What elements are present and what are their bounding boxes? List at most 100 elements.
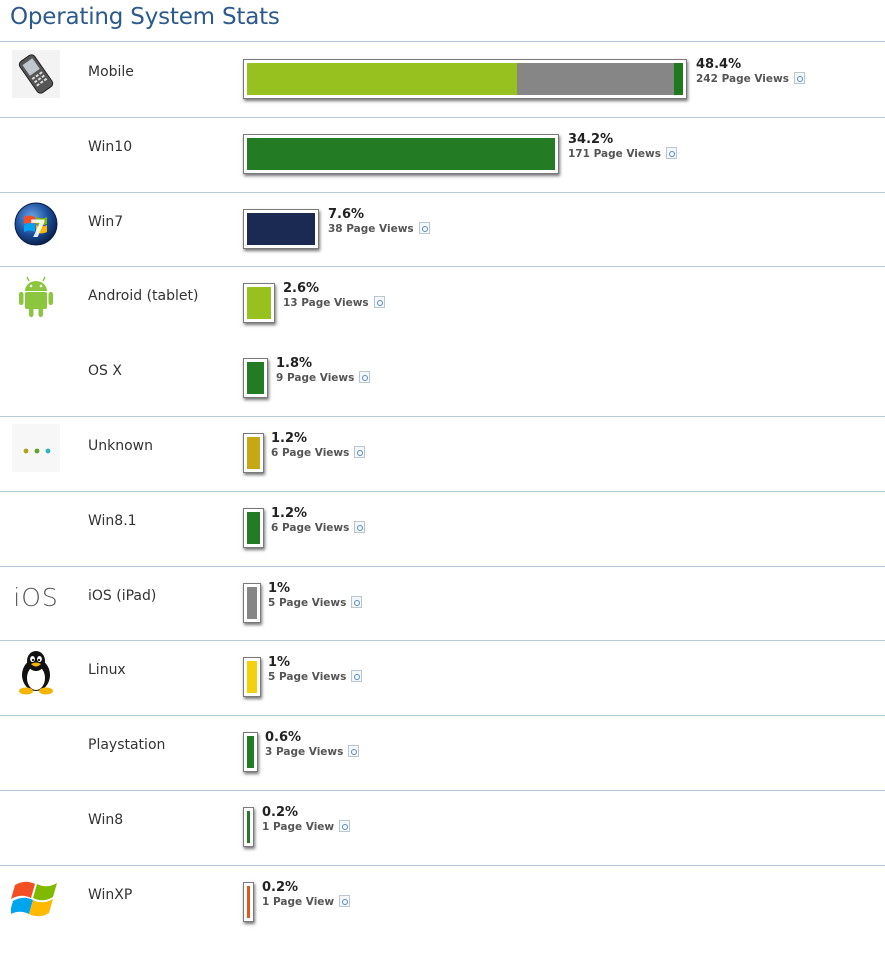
os-row-playstation: Playstation 0.6% 3 Page Views (0, 715, 885, 790)
magnifier-icon[interactable] (793, 72, 805, 84)
page-views-link[interactable]: 38 Page Views (328, 221, 430, 236)
row-divider (0, 416, 885, 417)
os-name: OS X (88, 363, 122, 380)
page-views-link[interactable]: 13 Page Views (283, 296, 385, 310)
unknown-dots-icon (10, 422, 62, 474)
magnifier-icon[interactable] (351, 595, 363, 608)
percentage-bar (244, 359, 267, 398)
bar-segment (247, 437, 260, 469)
percentage-bar (244, 882, 253, 921)
os-row-linux: Linux 1% 5 Page Views (0, 640, 885, 715)
magnifier-icon[interactable] (348, 745, 360, 758)
bar-segment (247, 287, 271, 320)
row-divider (0, 192, 885, 193)
os-stat: 34.2% 171 Page Views (568, 132, 677, 161)
bar-segment (247, 63, 518, 95)
page-views-link[interactable]: 1 Page View (262, 894, 351, 909)
os-stat: 48.4% 242 Page Views (696, 57, 805, 86)
percentage-value: 1.8% (276, 356, 313, 372)
page-views-link[interactable]: 9 Page Views (276, 371, 371, 385)
linux-tux-icon (10, 646, 62, 698)
bar-segment (247, 362, 264, 395)
bar-segment (674, 63, 683, 95)
row-divider (0, 640, 885, 641)
percentage-bar (244, 284, 274, 323)
bar-segment (247, 736, 254, 769)
os-row-win7: 7 Win7 7.6% 38 Page Views (0, 192, 885, 267)
os-name: WinXP (88, 886, 133, 903)
percentage-value: 7.6% (328, 206, 365, 222)
percentage-value: 34.2% (568, 131, 614, 147)
os-name: Win8 (88, 812, 124, 828)
percentage-bar (244, 733, 257, 772)
magnifier-icon[interactable] (339, 820, 351, 832)
percentage-value: 0.2% (262, 805, 299, 820)
page-views-link[interactable]: 242 Page Views (696, 72, 805, 86)
page-views-link[interactable]: 171 Page Views (568, 146, 677, 161)
os-row-win8-1: Win8.1 1.2% 6 Page Views (0, 491, 885, 566)
page-views-count: 3 Page Views (265, 746, 344, 759)
os-row-android-tablet: Android (tablet) 2.6% 13 Page Views (0, 266, 885, 341)
page-views-count: 1 Page View (262, 895, 335, 908)
percentage-bar (244, 209, 318, 248)
percentage-value: 1.2% (271, 505, 308, 521)
percentage-bar (244, 658, 260, 697)
percentage-value: 0.2% (262, 879, 299, 895)
magnifier-icon[interactable] (373, 296, 385, 309)
os-name: Playstation (88, 737, 166, 754)
page-views-count: 9 Page Views (276, 372, 355, 385)
ios-icon-text: iOS (13, 583, 59, 613)
page-views-link[interactable]: 3 Page Views (265, 745, 360, 759)
os-stat: 1.2% 6 Page Views (271, 431, 366, 460)
page-views-link[interactable]: 6 Page Views (271, 446, 366, 460)
row-divider (0, 491, 885, 492)
os-row-winxp: WinXP 0.2% 1 Page View (0, 865, 885, 940)
row-divider (0, 117, 885, 118)
page-views-link[interactable]: 5 Page Views (268, 670, 363, 684)
row-divider (0, 715, 885, 716)
magnifier-icon[interactable] (351, 670, 363, 683)
bar-segment (247, 811, 250, 843)
os-row-mobile: Mobile 48.4% 242 Page Views (0, 42, 885, 117)
page-views-count: 13 Page Views (283, 297, 369, 310)
page-views-count: 6 Page Views (271, 447, 350, 459)
magnifier-icon[interactable] (359, 371, 371, 384)
os-name: Win8.1 (88, 512, 137, 529)
os-name: Mobile (88, 64, 134, 80)
os-row-os-x: OS X 1.8% 9 Page Views (0, 341, 885, 416)
mobile-phone-icon (10, 48, 62, 100)
percentage-bar (244, 583, 260, 622)
percentage-bar (244, 508, 263, 547)
magnifier-icon[interactable] (354, 446, 366, 458)
percentage-bar (244, 808, 253, 846)
windows-xp-icon (10, 871, 62, 923)
page-views-link[interactable]: 6 Page Views (271, 520, 366, 535)
magnifier-icon[interactable] (665, 146, 677, 159)
bar-segment (247, 212, 315, 245)
percentage-value: 1.2% (271, 431, 308, 446)
page-views-count: 38 Page Views (328, 222, 414, 235)
page-views-link[interactable]: 5 Page Views (268, 595, 363, 610)
bar-segment (517, 63, 675, 95)
magnifier-icon[interactable] (418, 221, 430, 234)
percentage-value: 2.6% (283, 281, 320, 297)
os-row-win8: Win8 0.2% 1 Page View (0, 790, 885, 865)
magnifier-icon[interactable] (339, 894, 351, 907)
os-row-ios-ipad: iOS iOS (iPad) 1% 5 Page Views (0, 566, 885, 641)
os-name: iOS (iPad) (88, 587, 157, 604)
title-divider (0, 41, 885, 42)
bar-segment (247, 586, 257, 619)
page-views-count: 5 Page Views (268, 671, 347, 684)
os-name: Unknown (88, 438, 153, 454)
windows-7-icon: 7 (10, 198, 62, 250)
row-divider (0, 266, 885, 267)
magnifier-icon[interactable] (354, 520, 366, 533)
os-stat: 0.6% 3 Page Views (265, 730, 360, 759)
page-views-count: 171 Page Views (568, 147, 661, 160)
percentage-value: 48.4% (696, 57, 742, 72)
row-divider (0, 790, 885, 791)
page-views-count: 6 Page Views (271, 521, 350, 534)
page-views-link[interactable]: 1 Page View (262, 820, 351, 834)
percentage-value: 1% (268, 655, 291, 671)
percentage-bar (244, 434, 263, 472)
